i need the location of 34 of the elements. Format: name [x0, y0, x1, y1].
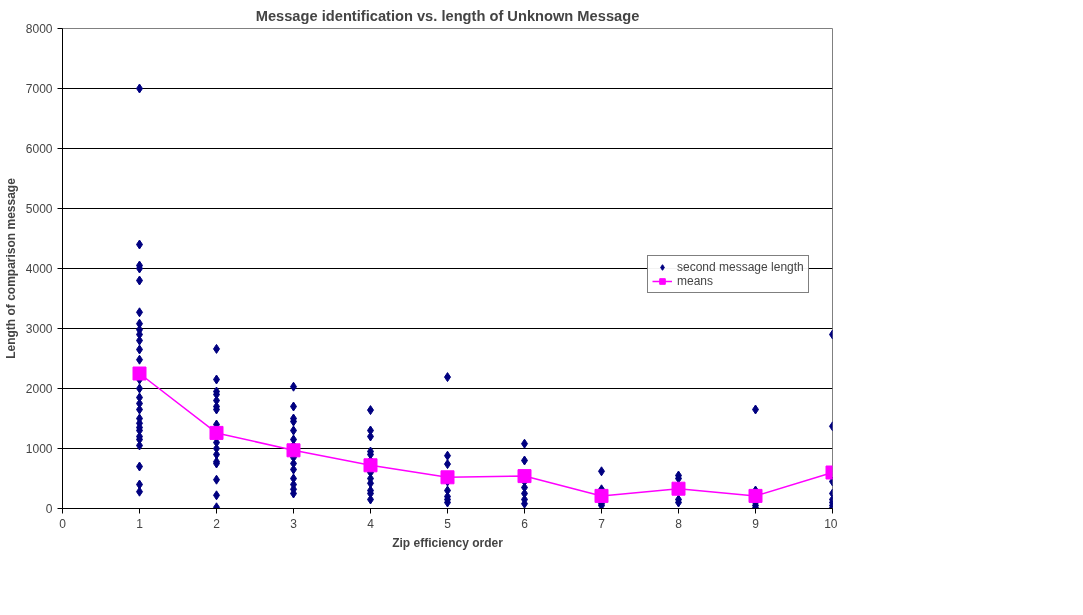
x-tick-label: 7	[598, 516, 606, 531]
point	[363, 458, 378, 473]
x-tick-label: 0	[59, 516, 67, 531]
point	[209, 425, 224, 440]
y-tick-label: 4000	[25, 262, 53, 276]
legend-label: second message length	[677, 260, 804, 274]
x-tick-label: 8	[675, 516, 683, 531]
y-tick-label: 3000	[25, 322, 53, 336]
y-tick-label: 2000	[25, 382, 53, 396]
y-axis-title: Length of comparison message	[3, 177, 18, 359]
y-tick-label: 6000	[25, 142, 53, 156]
x-tick-label: 2	[213, 516, 221, 531]
x-tick-label: 5	[444, 516, 452, 531]
point	[440, 470, 455, 485]
point	[132, 366, 147, 381]
x-tick-label: 4	[367, 516, 375, 531]
x-tick-label: 10	[824, 516, 838, 531]
chart-title: Message identification vs. length of Unknown Message	[255, 7, 640, 24]
point	[748, 488, 763, 503]
point	[594, 488, 609, 503]
point	[517, 469, 532, 484]
y-tick-label: 1000	[25, 442, 53, 456]
x-tick-label: 3	[290, 516, 298, 531]
point	[286, 443, 301, 458]
y-tick-label: 8000	[25, 22, 53, 36]
legend-label: means	[677, 274, 714, 288]
y-tick-label: 7000	[25, 82, 53, 96]
x-axis-title: Zip efficiency order	[392, 535, 504, 550]
x-tick-label: 9	[752, 516, 760, 531]
x-tick-label: 6	[521, 516, 529, 531]
y-tick-label: 5000	[25, 202, 53, 216]
x-tick-label: 1	[136, 516, 144, 531]
y-tick-label: 0	[45, 502, 53, 516]
point	[671, 481, 686, 496]
